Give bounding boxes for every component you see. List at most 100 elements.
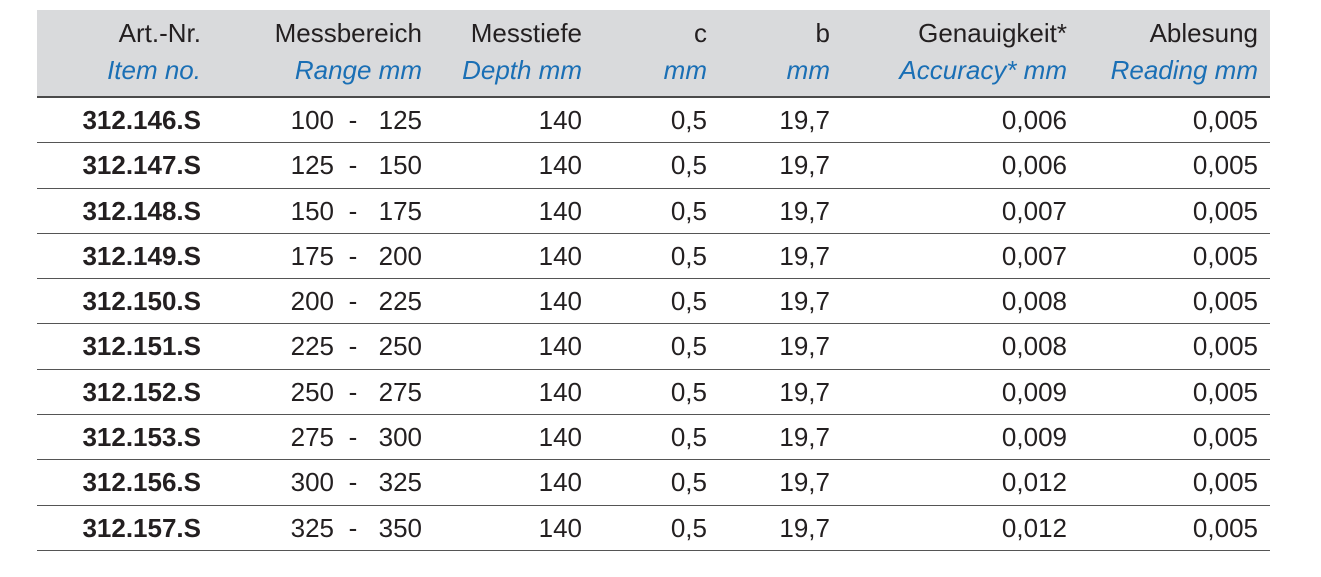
- accuracy-value: 0,006: [1001, 150, 1067, 181]
- range-dash: -: [348, 105, 358, 135]
- b-value: 19,7: [779, 240, 830, 271]
- reading-value: 0,005: [1192, 512, 1258, 543]
- reading-value: 0,005: [1192, 286, 1258, 317]
- item-number: 312.152.S: [82, 376, 201, 407]
- c-value: 0,5: [670, 240, 707, 271]
- measuring-range: 275-300: [237, 415, 422, 459]
- table-body: 312.146.S 100-125 140 0,5 19,7 0,006 0,0…: [37, 98, 1270, 551]
- header-label-en: mm: [786, 55, 830, 85]
- range-to: 125: [378, 105, 422, 135]
- header-label-de: Ablesung: [1149, 18, 1258, 48]
- range-from: 150: [290, 195, 334, 226]
- range-from: 175: [290, 240, 334, 271]
- accuracy-value: 0,012: [1001, 467, 1067, 498]
- accuracy-value: 0,006: [1001, 105, 1067, 135]
- range-to: 325: [378, 467, 422, 498]
- reading-value: 0,005: [1192, 331, 1258, 362]
- header-depth: Messtiefe Depth mm: [437, 10, 582, 96]
- range-from: 100: [290, 105, 334, 135]
- depth-value: 140: [538, 195, 582, 226]
- depth-value: 140: [538, 240, 582, 271]
- header-label-en: Item no.: [107, 55, 201, 85]
- table-row: 312.153.S 275-300 140 0,5 19,7 0,009 0,0…: [37, 415, 1270, 461]
- b-value: 19,7: [779, 467, 830, 498]
- accuracy-value: 0,008: [1001, 331, 1067, 362]
- c-value: 0,5: [670, 150, 707, 181]
- reading-value: 0,005: [1192, 195, 1258, 226]
- b-value: 19,7: [779, 376, 830, 407]
- measuring-range: 200-225: [237, 279, 422, 323]
- accuracy-value: 0,007: [1001, 195, 1067, 226]
- range-from: 200: [290, 286, 334, 317]
- range-from: 300: [290, 467, 334, 498]
- measuring-range: 325-350: [237, 506, 422, 550]
- item-number: 312.151.S: [82, 331, 201, 362]
- item-number: 312.146.S: [82, 105, 201, 135]
- depth-value: 140: [538, 422, 582, 453]
- header-label-de: Art.-Nr.: [118, 18, 201, 48]
- table-row: 312.156.S 300-325 140 0,5 19,7 0,012 0,0…: [37, 460, 1270, 506]
- item-number: 312.150.S: [82, 286, 201, 317]
- header-range: Messbereich Range mm: [237, 10, 422, 96]
- table-row: 312.152.S 250-275 140 0,5 19,7 0,009 0,0…: [37, 370, 1270, 416]
- range-from: 225: [290, 331, 334, 362]
- item-number: 312.149.S: [82, 240, 201, 271]
- depth-value: 140: [538, 467, 582, 498]
- header-label-en: Accuracy* mm: [899, 55, 1067, 85]
- item-number: 312.156.S: [82, 467, 201, 498]
- c-value: 0,5: [670, 376, 707, 407]
- b-value: 19,7: [779, 105, 830, 135]
- table-row: 312.157.S 325-350 140 0,5 19,7 0,012 0,0…: [37, 506, 1270, 551]
- header-item-no: Art.-Nr. Item no.: [37, 10, 201, 96]
- measuring-range: 300-325: [237, 460, 422, 504]
- item-number: 312.148.S: [82, 195, 201, 226]
- range-from: 275: [290, 422, 334, 453]
- range-dash: -: [348, 195, 358, 226]
- c-value: 0,5: [670, 105, 707, 135]
- accuracy-value: 0,008: [1001, 286, 1067, 317]
- measuring-range: 125-150: [237, 143, 422, 187]
- range-to: 275: [378, 376, 422, 407]
- b-value: 19,7: [779, 422, 830, 453]
- range-to: 300: [378, 422, 422, 453]
- measuring-range: 175-200: [237, 234, 422, 278]
- range-dash: -: [348, 467, 358, 498]
- depth-value: 140: [538, 105, 582, 135]
- range-to: 350: [378, 512, 422, 543]
- reading-value: 0,005: [1192, 467, 1258, 498]
- header-c: c mm: [597, 10, 707, 96]
- range-dash: -: [348, 512, 358, 543]
- measuring-range: 250-275: [237, 370, 422, 414]
- range-dash: -: [348, 376, 358, 407]
- depth-value: 140: [538, 150, 582, 181]
- accuracy-value: 0,009: [1001, 422, 1067, 453]
- c-value: 0,5: [670, 467, 707, 498]
- header-label-de: Messbereich: [274, 18, 422, 48]
- header-label-en: Depth mm: [462, 55, 582, 85]
- reading-value: 0,005: [1192, 150, 1258, 181]
- header-label-de: c: [694, 18, 707, 48]
- table-row: 312.150.S 200-225 140 0,5 19,7 0,008 0,0…: [37, 279, 1270, 325]
- item-number: 312.153.S: [82, 422, 201, 453]
- range-to: 200: [378, 240, 422, 271]
- table-row: 312.149.S 175-200 140 0,5 19,7 0,007 0,0…: [37, 234, 1270, 280]
- depth-value: 140: [538, 331, 582, 362]
- c-value: 0,5: [670, 331, 707, 362]
- reading-value: 0,005: [1192, 240, 1258, 271]
- b-value: 19,7: [779, 331, 830, 362]
- spec-table: Art.-Nr. Item no. Messbereich Range mm M…: [37, 10, 1270, 551]
- b-value: 19,7: [779, 512, 830, 543]
- table-header: Art.-Nr. Item no. Messbereich Range mm M…: [37, 10, 1270, 98]
- range-from: 250: [290, 376, 334, 407]
- b-value: 19,7: [779, 150, 830, 181]
- header-label-en: mm: [663, 55, 707, 85]
- range-dash: -: [348, 150, 358, 181]
- c-value: 0,5: [670, 195, 707, 226]
- range-to: 225: [378, 286, 422, 317]
- accuracy-value: 0,012: [1001, 512, 1067, 543]
- range-to: 250: [378, 331, 422, 362]
- c-value: 0,5: [670, 512, 707, 543]
- header-label-de: b: [815, 18, 830, 48]
- item-number: 312.147.S: [82, 150, 201, 181]
- table-row: 312.146.S 100-125 140 0,5 19,7 0,006 0,0…: [37, 98, 1270, 144]
